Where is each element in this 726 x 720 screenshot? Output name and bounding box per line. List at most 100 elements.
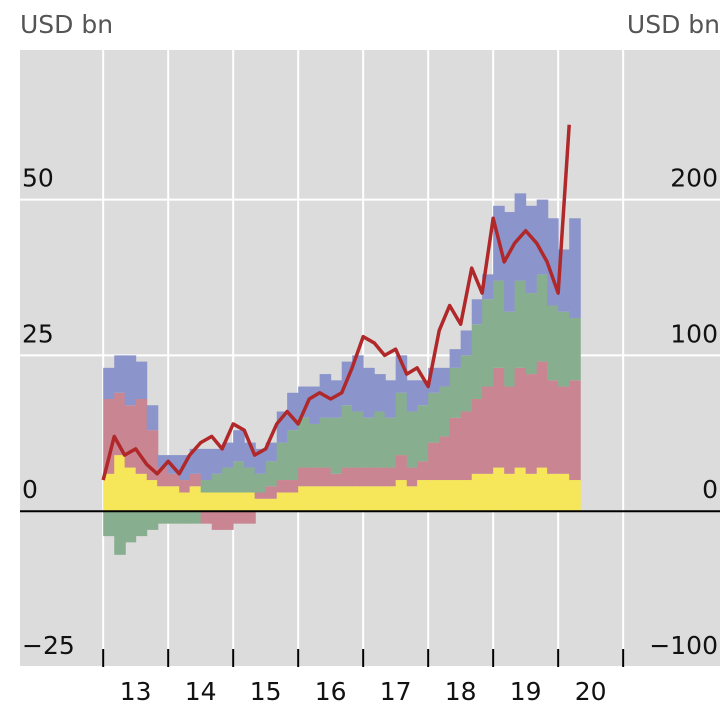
bar-segment [352,355,364,412]
bar-segment [547,218,559,306]
bar-segment [168,486,180,512]
bar-segment [536,274,549,362]
bar-segment [417,405,429,462]
bar-segment [319,486,332,512]
bar-segment [157,511,169,524]
bar-segment [449,480,462,512]
bar-segment [439,367,451,387]
bar-segment [189,473,202,487]
bar-segment [330,486,343,512]
bar-segment [157,486,169,512]
bar-segment [482,473,494,512]
bar-segment [449,417,462,481]
bar-segment [384,486,397,512]
bar-segment [309,486,321,512]
bar-segment [471,473,484,512]
bar-segment [460,355,473,412]
bar-segment [168,511,180,524]
bar-segment [514,367,527,468]
bar-segment [114,392,126,456]
bar-segment [135,361,148,400]
bar-segment [330,417,343,474]
bar-segment [114,511,126,555]
bar-segment [222,511,234,530]
bar-segment [276,411,289,443]
bar-segment [168,473,180,487]
bar-segment [233,430,245,462]
bar-segment [417,461,429,481]
bar-segment [558,473,570,512]
bar-segment [384,380,397,418]
bar-segment [254,498,267,512]
bar-segment [341,486,354,512]
bar-segment [233,461,245,493]
bar-segment [384,417,397,468]
bar-segment [287,480,299,493]
bar-segment [330,380,343,418]
bar-segment [254,473,267,493]
bar-segment [363,486,375,512]
bar-segment [276,442,289,481]
bar-segment [103,367,115,400]
bar-segment [309,386,321,424]
bar-segment [395,480,408,512]
bar-segment [439,386,451,437]
bar-segment [319,417,332,468]
bar-segment [211,473,224,493]
bar-segment [341,467,354,487]
bar-segment [298,486,310,512]
bar-segment [395,455,408,481]
bar-segment [189,448,202,474]
bar-segment [287,392,299,431]
bar-segment [406,486,419,512]
bar-segment [211,511,224,530]
bar-segment [525,293,538,375]
bar-segment [525,374,538,474]
bar-segment [374,486,386,512]
y-tick-label: −25 [22,631,75,660]
bar-segment [189,511,202,524]
bar-segment [319,467,332,487]
bar-segment [330,473,343,487]
bar-segment [265,486,278,499]
bar-segment [157,467,169,487]
bar-segment [200,480,213,493]
bar-segment [406,467,419,487]
bar-segment [146,480,159,512]
x-tick-label: 18 [445,677,477,706]
bar-segment [569,380,581,481]
plot-area [20,50,720,667]
bar-segment [287,492,299,512]
bar-segment [124,355,137,406]
bar-segment [471,399,484,474]
bar-segment [428,442,440,481]
bar-segment [298,386,310,418]
bar-segment [287,430,299,481]
bar-segment [211,448,224,474]
bar-segment [352,486,364,512]
bar-segment [536,467,549,512]
bar-segment [482,299,494,387]
bar-segment [222,442,234,468]
bar-segment [504,212,516,312]
y2-tick-label: 0 [702,475,718,504]
bar-segment [211,492,224,512]
bar-segment [244,442,256,468]
bar-segment [124,467,137,512]
bar-segment [363,417,375,468]
bar-segment [428,392,440,443]
bar-segment [547,380,559,474]
bar-segment [525,205,538,294]
bar-segment [200,492,213,512]
bar-segment [135,473,148,512]
bar-segment [493,280,505,368]
bar-segment [406,411,419,468]
bar-segment [439,480,451,512]
x-tick-label: 16 [315,677,347,706]
x-tick-label: 13 [120,677,152,706]
bar-segment [558,249,570,312]
x-tick-label: 19 [510,677,542,706]
bar-segment [265,442,278,462]
